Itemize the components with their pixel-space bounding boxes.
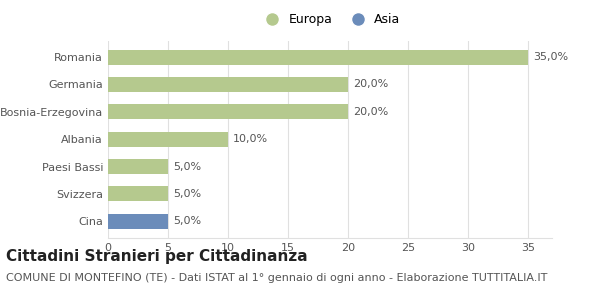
Text: COMUNE DI MONTEFINO (TE) - Dati ISTAT al 1° gennaio di ogni anno - Elaborazione : COMUNE DI MONTEFINO (TE) - Dati ISTAT al…	[6, 273, 547, 282]
Bar	[108, 214, 168, 229]
Bar	[108, 159, 168, 174]
Bar	[108, 186, 168, 202]
Text: Cittadini Stranieri per Cittadinanza: Cittadini Stranieri per Cittadinanza	[6, 249, 308, 264]
Bar	[108, 50, 528, 65]
Text: 20,0%: 20,0%	[353, 107, 388, 117]
Bar	[108, 77, 348, 92]
Text: 10,0%: 10,0%	[233, 134, 268, 144]
Text: 35,0%: 35,0%	[533, 52, 568, 62]
Text: 20,0%: 20,0%	[353, 79, 388, 89]
Text: 5,0%: 5,0%	[173, 189, 201, 199]
Legend: Europa, Asia: Europa, Asia	[260, 13, 400, 26]
Bar	[108, 132, 228, 147]
Bar	[108, 104, 348, 119]
Text: 5,0%: 5,0%	[173, 216, 201, 226]
Text: 5,0%: 5,0%	[173, 162, 201, 172]
